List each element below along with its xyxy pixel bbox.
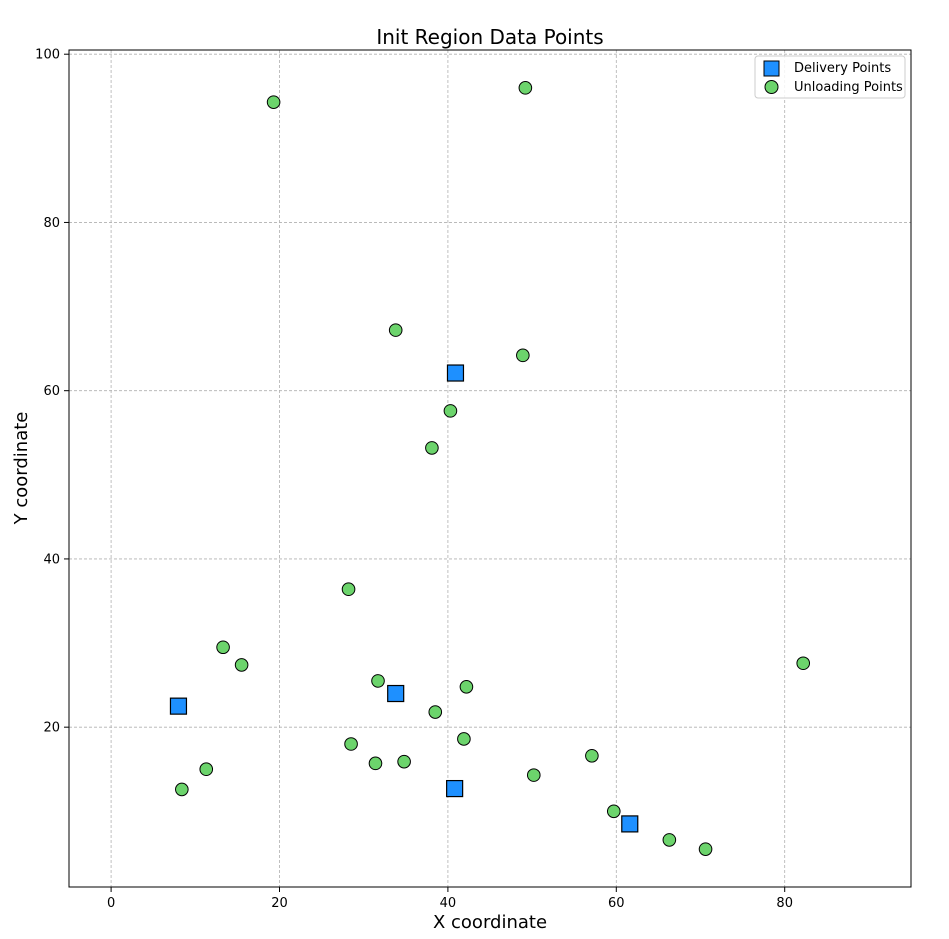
y-tick-label: 40 xyxy=(43,552,60,567)
legend: Delivery Points Unloading Points xyxy=(754,55,906,99)
legend-marker-delivery xyxy=(763,60,780,77)
unloading-point xyxy=(425,441,439,455)
unloading-point xyxy=(459,679,474,694)
y-tick-label: 20 xyxy=(43,721,60,736)
unloading-point xyxy=(457,732,471,746)
unloading-point xyxy=(606,804,621,819)
x-tick-label: 80 xyxy=(776,896,793,911)
unloading-point xyxy=(199,762,214,777)
unloading-point xyxy=(585,748,599,763)
y-tick-label: 60 xyxy=(43,384,60,399)
unloading-point xyxy=(443,404,458,418)
delivery-point xyxy=(387,684,405,703)
legend-label-unloading: Unloading Points xyxy=(794,80,903,95)
delivery-point xyxy=(446,779,464,798)
unloading-point xyxy=(175,782,189,797)
unloading-point xyxy=(698,842,713,856)
unloading-point xyxy=(796,656,811,671)
axis-ticks: 0 20 40 60 80 20 40 60 80 100 xyxy=(35,48,793,911)
unloading-point xyxy=(397,754,411,769)
legend-label-delivery: Delivery Points xyxy=(794,61,891,76)
data-points xyxy=(169,81,811,856)
x-tick-label: 40 xyxy=(440,896,457,911)
y-tick-label: 100 xyxy=(35,48,60,63)
x-tick-label: 20 xyxy=(271,896,288,911)
chart-title: Init Region Data Points xyxy=(376,25,603,49)
unloading-point xyxy=(266,95,281,109)
x-axis-label: X coordinate xyxy=(433,912,547,933)
legend-marker-unloading xyxy=(764,80,779,94)
plot-area-frame xyxy=(68,49,912,888)
unloading-point xyxy=(526,768,541,782)
unloading-point xyxy=(216,640,230,655)
y-tick-label: 80 xyxy=(43,216,60,231)
unloading-point xyxy=(388,323,403,337)
unloading-point xyxy=(662,833,677,847)
x-tick-label: 0 xyxy=(107,896,115,911)
delivery-point xyxy=(446,364,465,382)
delivery-point xyxy=(621,815,639,833)
delivery-point xyxy=(169,697,188,715)
unloading-point xyxy=(518,81,533,95)
unloading-point xyxy=(371,674,385,688)
unloading-point xyxy=(428,705,443,719)
unloading-point xyxy=(368,756,383,771)
unloading-point xyxy=(234,658,249,672)
x-tick-label: 60 xyxy=(608,896,625,911)
unloading-point xyxy=(341,582,356,597)
grid-lines xyxy=(69,50,911,887)
unloading-point xyxy=(344,737,358,751)
unloading-point xyxy=(516,348,530,363)
y-axis-label: Y coordinate xyxy=(11,412,32,526)
legend-box xyxy=(754,55,906,99)
